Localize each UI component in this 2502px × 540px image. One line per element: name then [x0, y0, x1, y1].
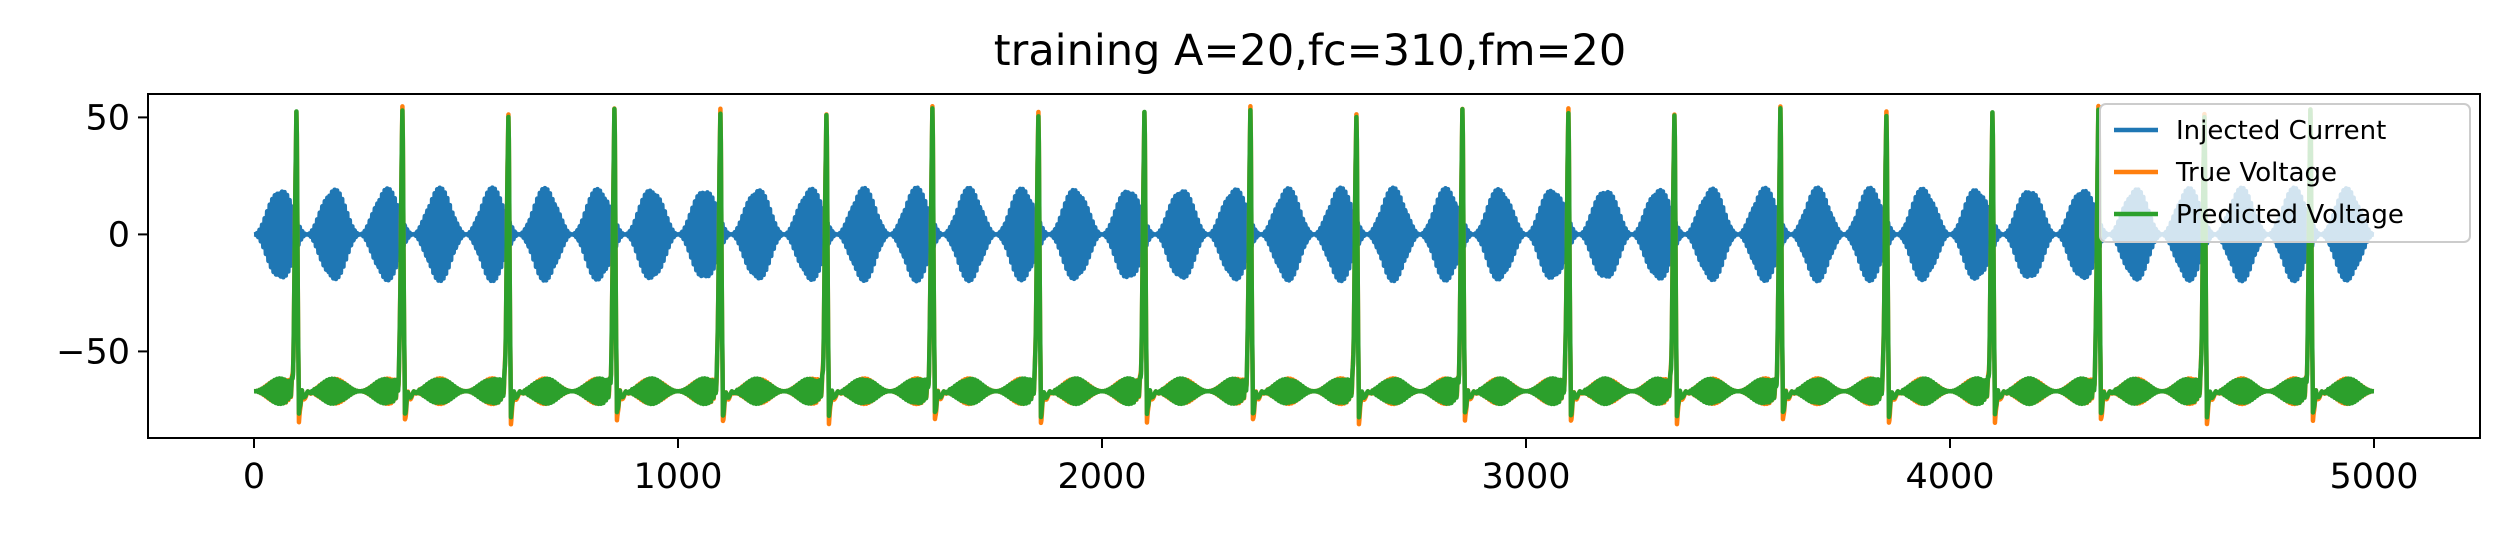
x-axis: 0 1000 2000 3000 4000 5000	[243, 438, 2419, 497]
legend-label: Predicted Voltage	[2176, 200, 2404, 230]
x-tick-label: 1000	[633, 457, 722, 497]
legend-label: True Voltage	[2175, 158, 2337, 188]
series-line-injected-current	[252, 185, 2376, 284]
plot-series	[252, 103, 2376, 427]
x-tick-label: 3000	[1481, 457, 1570, 497]
y-tick-label: 50	[85, 98, 130, 138]
x-tick-label: 0	[243, 457, 265, 497]
x-tick-label: 2000	[1057, 457, 1146, 497]
series-line-predicted-voltage	[252, 106, 2376, 420]
legend: Injected Current True Voltage Predicted Vo…	[2099, 103, 2471, 243]
legend-frame	[2099, 103, 2471, 243]
legend-label: Injected Current	[2176, 116, 2386, 146]
x-tick-label: 4000	[1905, 457, 1994, 497]
y-axis: 50 0 −50	[56, 98, 148, 372]
plot-frame	[147, 93, 2481, 439]
y-tick-label: 0	[108, 215, 130, 255]
chart-title: training A=20,fc=310,fm=20	[994, 26, 1626, 76]
y-tick-label: −50	[56, 332, 130, 372]
x-tick-label: 5000	[2329, 457, 2418, 497]
